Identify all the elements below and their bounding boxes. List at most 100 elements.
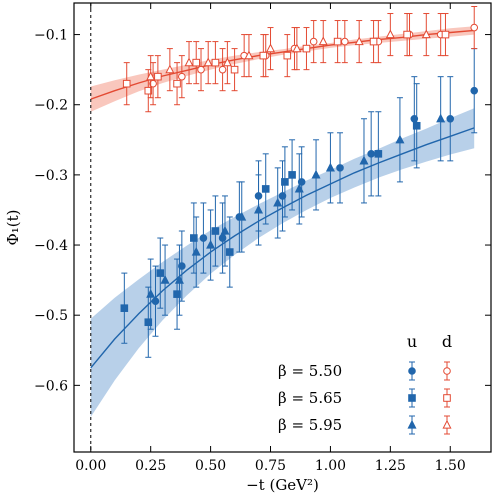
marker xyxy=(151,297,160,305)
y-tick-label: −0.6 xyxy=(34,378,68,394)
data-point-d-5.65-0 xyxy=(122,62,131,106)
legend-label: β = 5.65 xyxy=(278,389,342,407)
marker xyxy=(190,234,198,242)
marker xyxy=(273,197,283,207)
data-point-d-5.65-10 xyxy=(333,20,342,64)
legend-marker xyxy=(407,419,417,429)
marker xyxy=(259,51,268,60)
data-point-u-5.50-1 xyxy=(178,230,186,302)
y-axis-label: Φ₁(t) xyxy=(4,209,22,245)
marker xyxy=(197,65,205,74)
marker xyxy=(120,304,129,312)
data-point-d-5.95-6 xyxy=(265,27,276,71)
legend: u d β = 5.50 β = 5.65 β = 5.95 xyxy=(278,332,452,435)
marker xyxy=(206,239,216,249)
data-point-d-5.95-9 xyxy=(354,20,364,64)
legend-header-d: d xyxy=(442,332,452,351)
marker xyxy=(385,29,395,39)
marker xyxy=(254,204,264,214)
legend-marker xyxy=(442,419,452,429)
marker xyxy=(211,58,220,67)
data-point-u-5.50-6 xyxy=(278,160,287,232)
x-tick-label: 1.25 xyxy=(375,458,406,474)
data-point-u-5.95-5 xyxy=(220,195,230,267)
marker xyxy=(412,121,421,130)
legend-marker-u xyxy=(408,361,416,381)
legend-header-u: u xyxy=(407,332,417,351)
marker xyxy=(173,79,181,88)
data-point-u-5.65-3 xyxy=(173,258,181,330)
marker xyxy=(199,234,208,242)
x-axis-ticks: 0.00 0.25 0.50 0.75 1.00 1.25 1.50 xyxy=(75,3,466,474)
data-point-u-5.95-4 xyxy=(206,209,216,281)
data-point-d-5.50-7 xyxy=(309,20,318,64)
data-point-d-5.65-8 xyxy=(283,34,292,78)
data-point-d-5.65-7 xyxy=(259,34,268,78)
data-point-u-5.65-5 xyxy=(211,195,220,267)
data-points xyxy=(120,6,479,358)
y-tick-label: −0.4 xyxy=(34,238,68,254)
data-point-u-5.95-6 xyxy=(237,181,247,253)
marker xyxy=(237,211,247,221)
marker xyxy=(261,185,270,193)
legend-marker xyxy=(408,394,416,402)
y-tick-label: −0.5 xyxy=(34,308,68,324)
marker xyxy=(325,162,335,172)
marker xyxy=(211,227,220,235)
marker xyxy=(292,43,302,53)
legend-label: β = 5.95 xyxy=(278,416,342,434)
legend-label: β = 5.50 xyxy=(278,362,342,380)
data-point-d-5.95-7 xyxy=(292,27,302,71)
data-point-u-5.65-10 xyxy=(374,111,383,197)
marker xyxy=(165,64,175,74)
marker xyxy=(395,134,405,144)
data-point-d-5.65-6 xyxy=(230,48,239,92)
data-point-d-5.50-11 xyxy=(436,13,445,57)
fit-band-u xyxy=(90,108,475,417)
marker xyxy=(220,225,230,235)
marker xyxy=(297,178,306,186)
data-point-u-5.65-9 xyxy=(288,139,296,211)
data-point-u-5.65-0 xyxy=(120,272,129,344)
marker xyxy=(174,274,184,284)
legend-marker-u xyxy=(408,388,416,408)
marker xyxy=(222,57,232,67)
marker xyxy=(441,30,450,39)
marker xyxy=(173,290,181,298)
data-point-d-5.95-1 xyxy=(165,48,175,92)
x-tick-label: 1.50 xyxy=(435,458,466,474)
data-point-u-5.95-8 xyxy=(273,167,283,239)
x-axis-label: −t (GeV²) xyxy=(246,476,319,494)
marker xyxy=(149,79,157,88)
marker xyxy=(191,246,201,256)
marker xyxy=(192,58,201,67)
y-tick-label: −0.2 xyxy=(34,98,68,114)
data-point-u-5.50-8 xyxy=(336,132,344,204)
data-point-u-5.65-8 xyxy=(281,146,289,218)
marker xyxy=(122,79,131,88)
y-tick-label: −0.3 xyxy=(34,168,68,184)
data-point-u-5.65-2 xyxy=(156,237,165,309)
marker xyxy=(144,86,153,95)
x-tick-label: 0.00 xyxy=(75,458,106,474)
data-point-d-5.95-2 xyxy=(184,41,194,85)
marker xyxy=(278,192,287,200)
marker xyxy=(446,114,455,123)
data-point-d-5.95-11 xyxy=(421,13,431,57)
marker xyxy=(156,269,165,277)
marker xyxy=(203,57,213,67)
marker xyxy=(421,29,431,39)
data-point-u-5.95-3 xyxy=(191,216,201,288)
marker xyxy=(359,155,369,165)
marker xyxy=(354,36,364,46)
data-point-d-5.95-0 xyxy=(146,55,156,99)
data-point-d-5.65-11 xyxy=(369,20,378,64)
data-point-u-5.65-11 xyxy=(412,83,421,169)
marker xyxy=(225,248,234,256)
data-point-u-5.65-6 xyxy=(225,216,234,288)
data-point-u-5.65-7 xyxy=(261,153,270,225)
marker xyxy=(146,71,156,81)
data-point-u-5.95-10 xyxy=(311,139,321,211)
data-point-d-5.65-13 xyxy=(441,13,450,57)
